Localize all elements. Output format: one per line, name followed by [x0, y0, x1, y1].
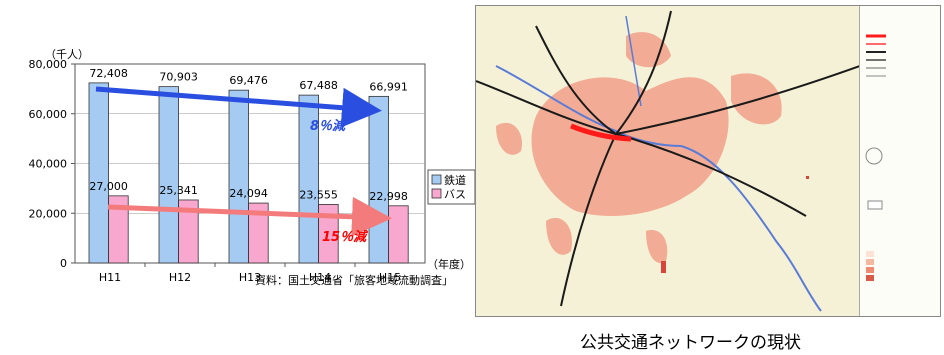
rail-line-3	[560, 133, 617, 307]
y-tick-label: 20,000	[29, 207, 68, 220]
y-axis-unit: （千人）	[45, 48, 89, 61]
bus-trend-arrow	[107, 196, 392, 237]
public-transport-map	[475, 5, 941, 317]
rail-trend-label: 8％減	[310, 118, 347, 134]
urban-area-south	[646, 230, 668, 263]
legend-rail-label: 鉄道	[444, 173, 466, 187]
map-dot	[806, 176, 809, 179]
legend-color-step	[866, 267, 874, 273]
y-tick-label: 0	[60, 257, 67, 270]
rail-line-2	[615, 10, 672, 135]
legend-bus-label: バス	[444, 188, 466, 201]
legend-rail-swatch	[431, 174, 442, 185]
rail-line-4	[615, 133, 807, 217]
map-legend-graphic	[865, 34, 886, 281]
legend-color-step	[866, 251, 874, 257]
bar-bus	[248, 202, 269, 264]
legend-swatch	[867, 200, 883, 210]
data-label-rail: 70,903	[159, 71, 198, 84]
y-tick-label: 80,000	[29, 58, 68, 71]
y-tick-label: 40,000	[29, 158, 68, 171]
x-tick-label: H11	[99, 271, 121, 284]
legend-color-scale	[866, 251, 874, 281]
legend-lines	[866, 34, 886, 77]
data-label-bus: 25,341	[159, 184, 198, 197]
bar-rail	[88, 82, 110, 264]
data-label-bus: 24,094	[229, 187, 268, 200]
bar-group	[88, 82, 409, 264]
x-tick-label: H12	[169, 271, 191, 284]
map-dot	[661, 261, 666, 273]
urban-area-west	[496, 122, 522, 155]
legend-color-step	[866, 275, 874, 281]
bar-rail	[298, 94, 320, 264]
main-bus-corridor	[570, 123, 632, 142]
urban-area-southwest	[546, 217, 572, 255]
x-axis-ticks: H11 H12 H13 H14 H15	[99, 263, 401, 284]
source-note: 資料：国土交通省「旅客地域流動調査」	[255, 273, 453, 287]
map-graphic	[476, 6, 861, 316]
transport-bar-chart: 0 20,000 40,000 60,000 80,000 72,408 27,000 70…	[29, 48, 475, 287]
x-axis-unit: （年度）	[427, 257, 471, 271]
data-label-rail: 66,991	[369, 80, 408, 93]
map-dots	[661, 176, 809, 273]
rail-line-1	[476, 80, 617, 135]
data-label-bus: 22,998	[369, 190, 408, 203]
rail-trend-arrow	[95, 86, 382, 128]
bar-bus	[388, 205, 409, 264]
rail-line-6	[535, 25, 617, 135]
urban-area-center	[531, 77, 729, 216]
data-label-bus: 27,000	[89, 180, 128, 193]
map-caption-text: 公共交通ネットワークの現状	[580, 333, 801, 353]
data-label-rail: 67,488	[299, 79, 338, 92]
data-label-rail: 69,476	[229, 74, 268, 87]
legend: 鉄道 バス	[427, 169, 475, 205]
y-axis-ticks: 0 20,000 40,000 60,000 80,000	[29, 58, 75, 270]
bar-bus	[318, 204, 339, 264]
legend-bus-swatch	[431, 188, 442, 199]
data-label-bus: 23,555	[299, 188, 338, 201]
x-tick-label: H13	[239, 271, 261, 284]
urban-area-north	[626, 32, 671, 68]
x-tick-label: H14	[309, 271, 331, 284]
bar-bus	[108, 195, 129, 264]
legend-color-step	[866, 259, 874, 265]
y-tick-label: 60,000	[29, 108, 68, 121]
river	[495, 65, 822, 312]
rail-lines	[476, 10, 861, 307]
bar-rail	[228, 89, 250, 264]
bus-trend-label: 15％減	[322, 229, 368, 245]
map-legend	[859, 6, 940, 316]
bar-bus	[178, 199, 199, 264]
x-tick-label: H15	[379, 271, 401, 284]
rail-line-5	[615, 65, 861, 135]
legend-circle	[865, 147, 883, 165]
data-label-rail: 72,408	[89, 67, 128, 80]
bar-rail	[158, 86, 180, 264]
bar-rail	[368, 95, 390, 264]
